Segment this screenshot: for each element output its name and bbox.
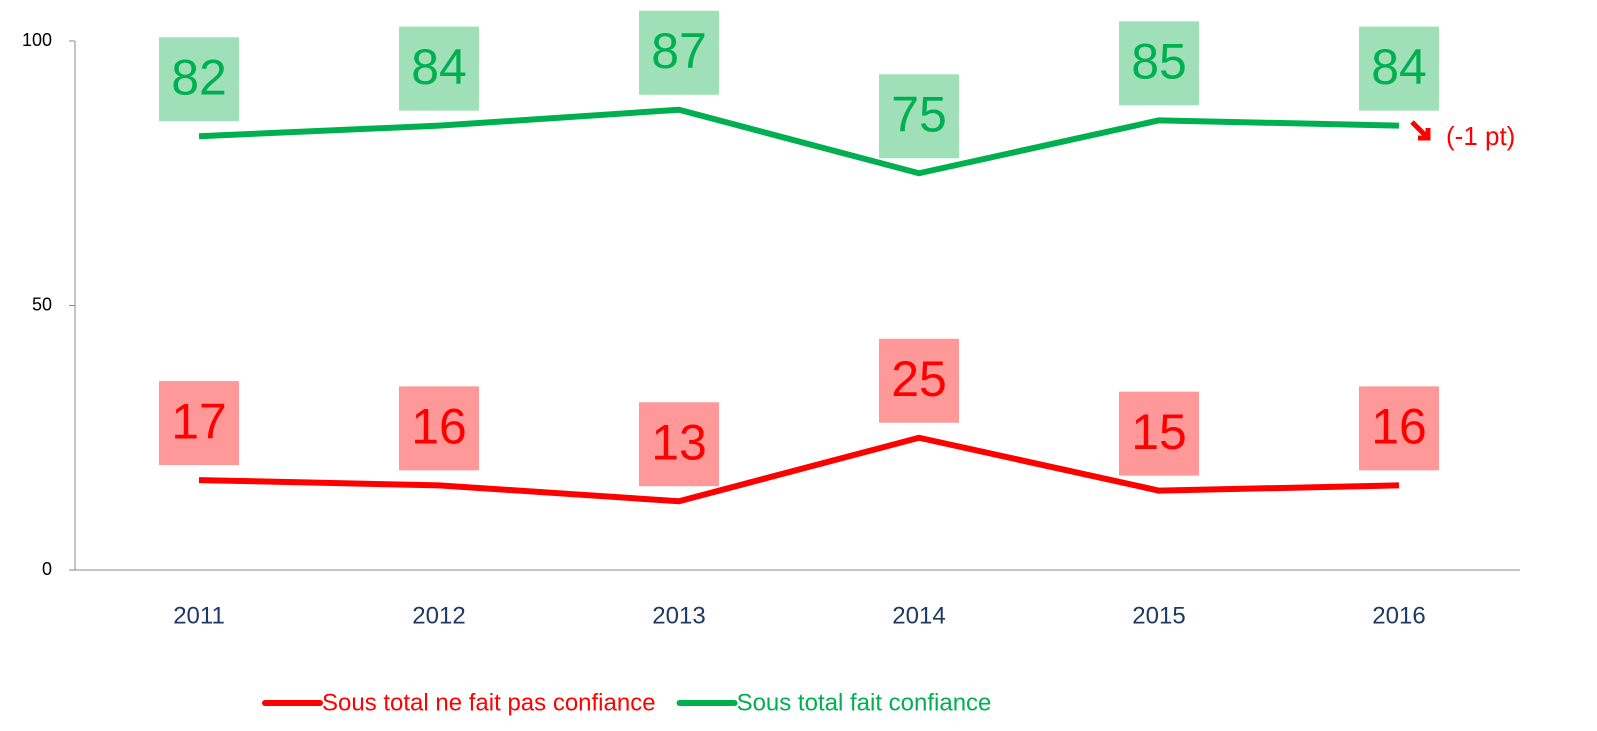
value-label-box — [1359, 386, 1439, 471]
x-tick-label: 2011 — [173, 602, 225, 629]
value-label: 87 — [651, 23, 707, 79]
y-tick-label: 50 — [32, 294, 52, 314]
value-label-box — [639, 10, 719, 95]
value-label: 84 — [411, 39, 467, 95]
value-label: 84 — [1371, 39, 1427, 95]
value-label-box — [1119, 391, 1199, 476]
value-label-box — [1119, 21, 1199, 106]
value-label: 16 — [411, 399, 467, 455]
value-label: 15 — [1131, 404, 1187, 460]
value-label-box — [879, 74, 959, 159]
down-arrow-icon — [1410, 120, 1431, 141]
series-line — [198, 106, 1400, 177]
x-tick-label: 2016 — [1372, 602, 1425, 629]
series-line — [198, 434, 1400, 505]
value-label-box — [159, 381, 239, 466]
value-label: 85 — [1131, 34, 1187, 90]
value-label: 75 — [891, 86, 947, 142]
x-tick-label: 2014 — [892, 602, 945, 629]
value-label-box — [879, 338, 959, 423]
x-tick-label: 2013 — [652, 602, 705, 629]
value-label-box — [399, 26, 479, 111]
value-label: 17 — [171, 393, 227, 449]
annotation: (-1 pt) — [1446, 121, 1515, 151]
legend-label: Sous total ne fait pas confiance — [322, 689, 656, 716]
value-label-box — [639, 402, 719, 487]
legend-label: Sous total fait confiance — [737, 689, 992, 716]
value-label: 25 — [891, 351, 947, 407]
value-label-box — [399, 386, 479, 471]
value-label-box — [1359, 26, 1439, 111]
value-label: 16 — [1371, 399, 1427, 455]
value-label: 13 — [651, 414, 707, 470]
y-tick-label: 0 — [42, 559, 52, 579]
value-label: 82 — [171, 49, 227, 105]
value-label-box — [159, 37, 239, 122]
x-tick-label: 2012 — [412, 602, 465, 629]
y-tick-label: 100 — [22, 30, 52, 50]
x-tick-label: 2015 — [1132, 602, 1185, 629]
